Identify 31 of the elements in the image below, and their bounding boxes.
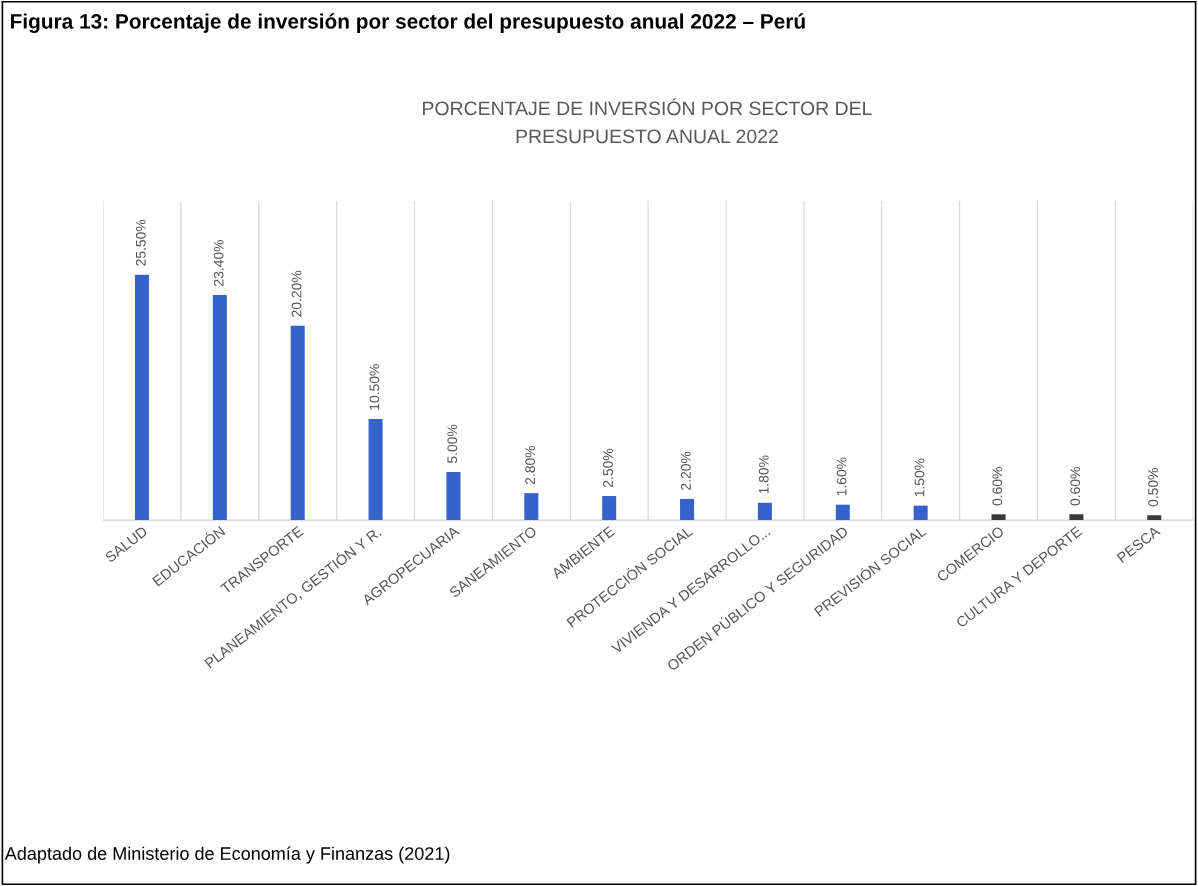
bar xyxy=(212,294,227,521)
bar xyxy=(368,419,383,521)
bar xyxy=(991,514,1006,521)
data-label: 2.20% xyxy=(680,451,691,490)
bar xyxy=(835,504,850,521)
bar xyxy=(1147,515,1162,521)
data-label: 0.60% xyxy=(992,467,1003,506)
bar xyxy=(446,471,461,521)
data-label: 1.60% xyxy=(836,457,847,496)
data-label: 5.00% xyxy=(447,424,458,464)
text: Adaptado de Ministerio de Economía y Finanzas (2021) xyxy=(4,846,450,864)
bar xyxy=(290,325,305,521)
bar xyxy=(524,493,539,521)
data-label: 2.80% xyxy=(525,445,536,485)
data-label: 1.50% xyxy=(914,458,925,497)
data-label: 2.50% xyxy=(603,448,613,487)
bar xyxy=(680,498,695,521)
bar xyxy=(134,274,149,521)
chart-title: Figura 13: Porcentaje de inversión por sector del presupuesto anual 2022 – Perú xyxy=(10,13,805,33)
data-label: 1.80% xyxy=(758,455,769,494)
data-label: 25.50% xyxy=(135,219,146,266)
bar xyxy=(757,502,772,521)
data-label: 20.20% xyxy=(291,270,302,317)
data-label: 23.40% xyxy=(213,239,224,286)
data-label: 0.60% xyxy=(1070,467,1081,506)
data-label: 10.50% xyxy=(369,364,380,410)
chart-subtitle: PORCENTAJE DE INVERSIÓN POR SECTOR DEL PRESUPUESTO ANUAL 2022 xyxy=(423,98,872,144)
bar xyxy=(602,496,617,521)
bar xyxy=(1069,514,1084,521)
data-label: 0.50% xyxy=(1148,468,1158,507)
bar xyxy=(913,505,928,521)
